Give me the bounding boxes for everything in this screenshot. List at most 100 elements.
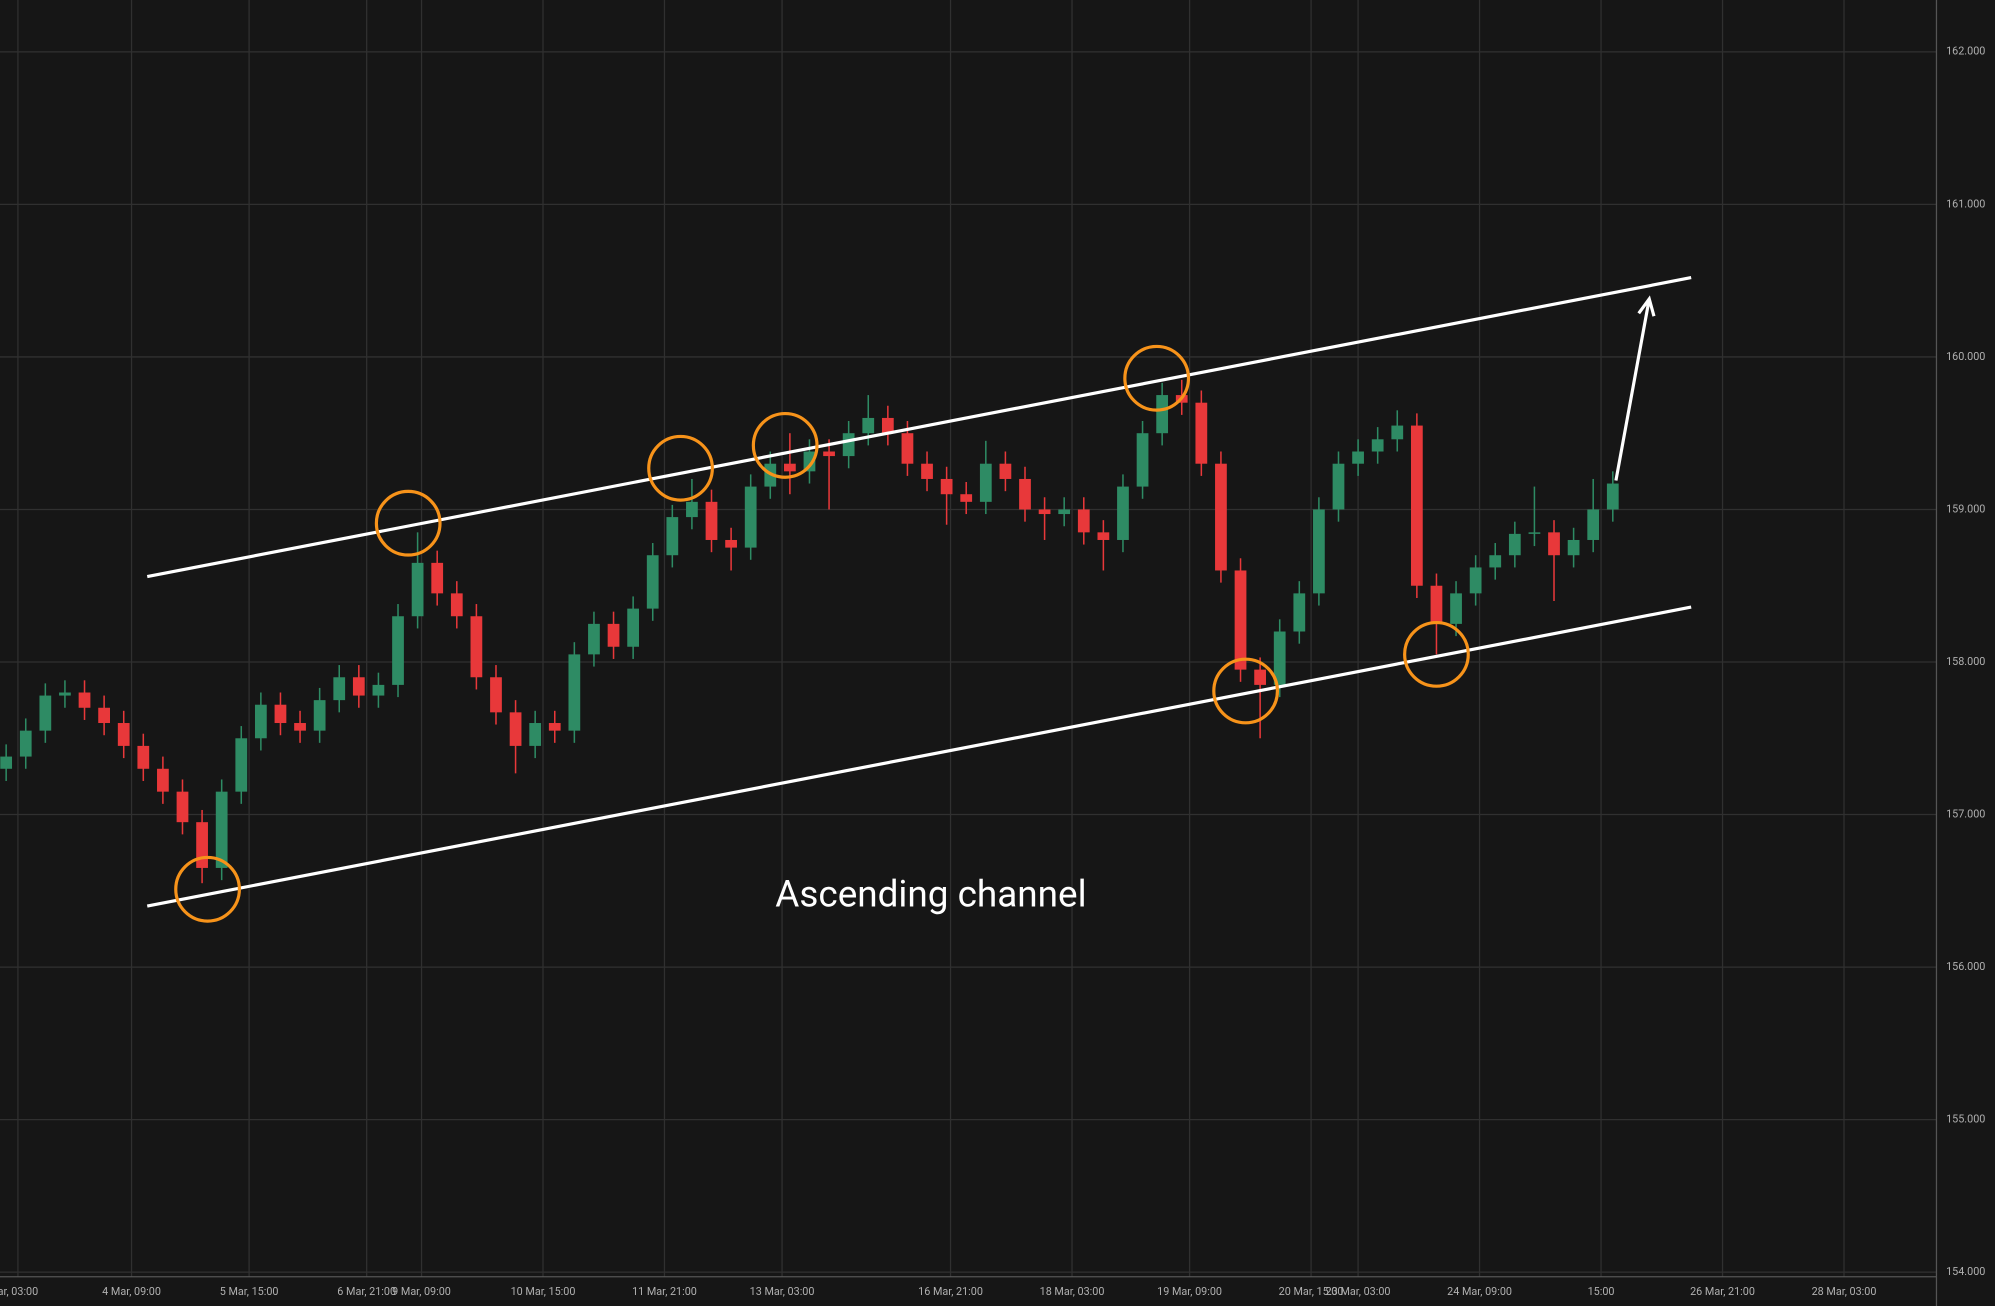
candle-body: [392, 616, 404, 685]
candle-body: [607, 623, 620, 647]
candle-body: [1332, 463, 1345, 510]
candle-body: [294, 723, 306, 731]
candle-body: [646, 555, 659, 609]
x-tick-label: 5 Mar, 15:00: [220, 1285, 279, 1298]
candle-body: [1156, 395, 1169, 434]
candle-body: [98, 707, 110, 724]
candle-body: [1038, 509, 1051, 515]
candle-body: [470, 616, 483, 678]
x-tick-label: ar, 03:00: [0, 1285, 38, 1298]
y-tick-label: 159.000: [1946, 502, 1985, 515]
candle-body: [1136, 433, 1149, 487]
candle-body: [19, 730, 32, 757]
candle-body: [450, 593, 463, 617]
candle-body: [235, 738, 248, 792]
candle-body: [1489, 555, 1502, 568]
candle-body: [333, 677, 346, 701]
candle-body: [842, 433, 855, 457]
candle-body: [1469, 567, 1482, 594]
candle-body: [1058, 509, 1071, 515]
candle-body: [921, 463, 933, 479]
x-tick-label: 11 Mar, 21:00: [632, 1285, 697, 1298]
candle-body: [1097, 532, 1110, 540]
candle-body: [1430, 585, 1443, 624]
x-tick-label: 26 Mar, 21:00: [1690, 1285, 1755, 1298]
candle-body: [1508, 533, 1521, 556]
trend-line: [146, 276, 1692, 579]
candle-body: [940, 478, 953, 495]
candle-body: [1587, 509, 1600, 540]
candle-body: [137, 745, 150, 769]
candle-body: [627, 608, 640, 647]
candle-body: [588, 623, 600, 655]
candle-body: [490, 677, 502, 713]
highlight-circle: [1212, 657, 1280, 725]
candle-body: [1352, 451, 1364, 464]
highlight-circle: [1123, 344, 1191, 412]
x-tick-label: 16 Mar, 21:00: [918, 1285, 983, 1298]
grid: [0, 0, 1937, 1277]
candle-body: [686, 501, 698, 518]
candle-body: [1077, 509, 1090, 533]
candle-body: [1567, 539, 1580, 556]
candle-body: [705, 501, 718, 540]
highlight-circle: [374, 489, 442, 557]
candle-body: [1019, 478, 1031, 510]
arrow: [1614, 295, 1656, 481]
highlight-circle: [174, 855, 241, 923]
candle-body: [1117, 486, 1129, 540]
x-tick-label: 18 Mar, 03:00: [1040, 1285, 1105, 1298]
candle-body: [0, 756, 13, 769]
candle-body: [881, 417, 894, 434]
highlight-circle: [751, 411, 819, 479]
candle-body: [666, 517, 679, 556]
candle-body: [254, 704, 267, 739]
candle-body: [1313, 509, 1325, 594]
candle-body: [274, 704, 287, 724]
highlight-circle: [647, 434, 714, 502]
candle-body: [1450, 593, 1462, 624]
candle-body: [117, 723, 130, 746]
y-tick-label: 162.000: [1946, 45, 1985, 58]
candle-body: [1195, 402, 1208, 464]
candle-body: [999, 463, 1012, 479]
trend-line: [146, 605, 1692, 908]
candle-body: [39, 695, 52, 731]
candle-body: [1254, 669, 1266, 685]
x-tick-label: 20 Mar, 15:00: [1279, 1285, 1344, 1298]
candle-body: [901, 433, 914, 464]
candle-body: [979, 463, 992, 502]
y-tick-label: 157.000: [1946, 807, 1985, 820]
candle-body: [1410, 425, 1423, 586]
drawings: Ascending channel: [146, 276, 1692, 923]
candle-body: [568, 654, 581, 731]
candle-body: [176, 791, 189, 823]
candle-body: [78, 692, 91, 708]
candle-body: [1391, 425, 1404, 440]
x-tick-label: 10 Mar, 15:00: [511, 1285, 576, 1298]
x-tick-label: 23 Mar, 03:00: [1326, 1285, 1391, 1298]
candle-body: [196, 822, 208, 868]
candle-body: [862, 417, 875, 434]
candles: [0, 379, 1619, 884]
x-tick-label: 6 Mar, 21:00: [337, 1285, 396, 1298]
candle-body: [313, 700, 326, 731]
candle-body: [1215, 463, 1227, 571]
candle-body: [1606, 483, 1619, 510]
candle-body: [157, 768, 169, 792]
x-tick-label: 24 Mar, 09:00: [1447, 1285, 1512, 1298]
highlight-circle: [1403, 620, 1470, 688]
y-tick-label: 161.000: [1946, 197, 1985, 210]
candle-body: [1293, 593, 1306, 632]
candle-body: [784, 463, 796, 472]
candle-body: [1371, 439, 1384, 452]
candle-body: [1548, 532, 1560, 556]
candle-body: [411, 562, 424, 617]
candle-body: [1234, 570, 1247, 670]
y-tick-label: 158.000: [1946, 655, 1985, 668]
candle-body: [59, 692, 71, 696]
x-tick-label: 13 Mar, 03:00: [750, 1285, 815, 1298]
